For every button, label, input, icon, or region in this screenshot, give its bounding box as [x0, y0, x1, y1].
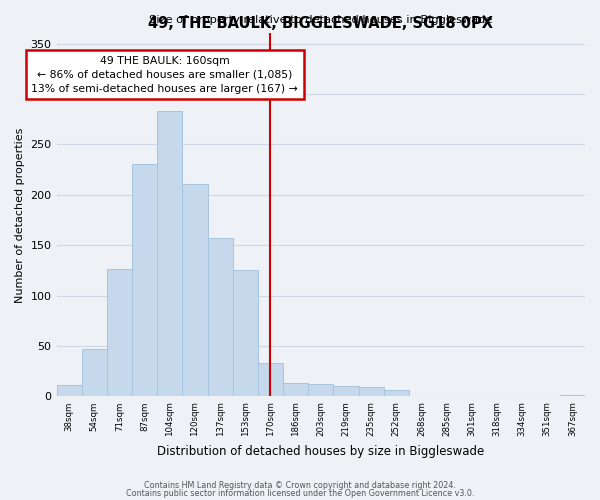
Y-axis label: Number of detached properties: Number of detached properties: [15, 128, 25, 302]
Bar: [132, 164, 157, 396]
Bar: [308, 384, 334, 396]
Text: 49 THE BAULK: 160sqm
← 86% of detached houses are smaller (1,085)
13% of semi-de: 49 THE BAULK: 160sqm ← 86% of detached h…: [31, 56, 298, 94]
Bar: [334, 386, 359, 396]
Bar: [182, 184, 208, 396]
Bar: [283, 384, 308, 396]
X-axis label: Distribution of detached houses by size in Biggleswade: Distribution of detached houses by size …: [157, 444, 484, 458]
Bar: [157, 111, 182, 397]
Bar: [208, 238, 233, 396]
Text: Contains public sector information licensed under the Open Government Licence v3: Contains public sector information licen…: [126, 489, 474, 498]
Bar: [56, 386, 82, 396]
Bar: [107, 270, 132, 396]
Title: 49, THE BAULK, BIGGLESWADE, SG18 0PX: 49, THE BAULK, BIGGLESWADE, SG18 0PX: [148, 16, 493, 31]
Bar: [258, 363, 283, 396]
Bar: [359, 388, 383, 396]
Text: Size of property relative to detached houses in Biggleswade: Size of property relative to detached ho…: [149, 16, 493, 26]
Text: Contains HM Land Registry data © Crown copyright and database right 2024.: Contains HM Land Registry data © Crown c…: [144, 480, 456, 490]
Bar: [233, 270, 258, 396]
Bar: [82, 349, 107, 397]
Bar: [383, 390, 409, 396]
